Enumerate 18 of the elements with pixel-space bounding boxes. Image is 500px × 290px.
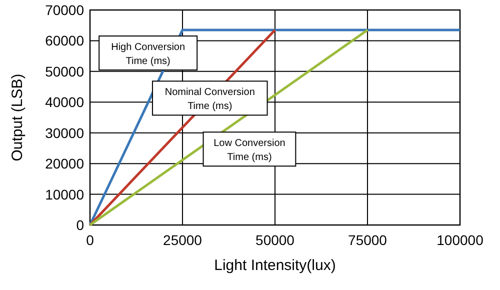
x-axis-title: Light Intensity(lux) [214, 257, 336, 274]
y-tick-label: 0 [76, 217, 84, 233]
y-tick-label: 60000 [45, 32, 84, 49]
series-label: Low Conversion Time (ms) [214, 138, 286, 164]
y-tick-label: 40000 [45, 94, 84, 110]
series-label: Nominal Conversion Time (ms) [164, 87, 255, 112]
x-tick-label: 100000 [436, 232, 484, 248]
series-label: High Conversion Time (ms) [111, 42, 186, 67]
x-tick-label: 50000 [256, 232, 295, 248]
y-tick-label: 50000 [45, 63, 84, 80]
y-tick-label: 30000 [45, 124, 84, 141]
y-tick-label: 20000 [45, 156, 84, 172]
y-axis-title: Output (LSB) [9, 74, 26, 162]
x-tick-label: 75000 [348, 232, 388, 248]
y-tick-label: 70000 [45, 2, 84, 18]
x-tick-label: 25000 [163, 232, 202, 248]
x-tick-label: 0 [86, 232, 94, 248]
y-tick-label: 10000 [45, 186, 84, 202]
